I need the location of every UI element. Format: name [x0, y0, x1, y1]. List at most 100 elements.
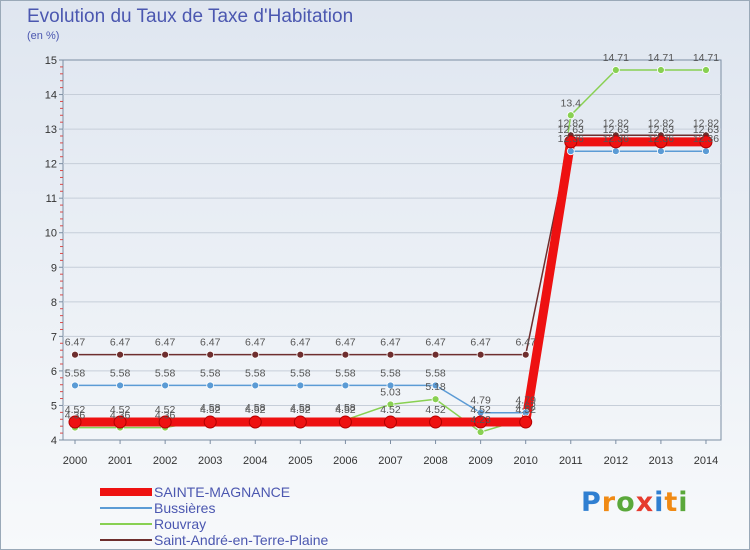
- legend-swatch: [100, 488, 152, 496]
- x-tick-label: 2004: [243, 455, 267, 467]
- logo-letter: t: [664, 487, 679, 518]
- data-point: [566, 147, 575, 156]
- series-line-3: [74, 134, 707, 356]
- data-point: [521, 350, 530, 359]
- legend-swatch: [100, 523, 152, 525]
- data-point: [519, 415, 533, 429]
- data-point: [476, 350, 485, 359]
- x-tick-label: 2014: [694, 455, 718, 467]
- x-tick-label: 2011: [559, 455, 583, 467]
- data-label: 6.47: [200, 337, 221, 349]
- y-tick-label: 11: [46, 193, 57, 205]
- data-point: [476, 428, 485, 436]
- data-point: [203, 415, 217, 429]
- data-label: 12.63: [603, 124, 629, 136]
- data-label: 4.52: [200, 404, 221, 416]
- legend-swatch: [100, 507, 152, 509]
- proxiti-logo: Proxiti: [581, 487, 689, 518]
- y-axis-unit: (en %): [27, 30, 60, 42]
- data-label: 4.52: [335, 404, 356, 416]
- legend-label: Saint-André-en-Terre-Plaine: [154, 532, 329, 548]
- data-label: 4.36: [110, 410, 131, 422]
- data-point: [68, 415, 82, 429]
- data-label: 5.58: [335, 367, 356, 379]
- data-point: [251, 381, 260, 390]
- data-label: 4.52: [110, 404, 131, 416]
- logo-letter: i: [678, 487, 689, 518]
- data-point: [564, 135, 578, 149]
- data-point: [386, 400, 395, 409]
- data-point: [341, 381, 350, 390]
- data-label: 4.58: [245, 402, 266, 414]
- data-point: [611, 66, 620, 74]
- data-point: [386, 381, 395, 390]
- data-label: 6.47: [110, 337, 131, 349]
- data-point: [702, 147, 710, 156]
- data-label: 12.63: [648, 124, 674, 136]
- legend-label: Rouvray: [154, 516, 207, 532]
- data-point: [161, 350, 170, 359]
- plot-area: [62, 59, 722, 441]
- data-label: 12.82: [603, 117, 629, 129]
- logo-letter: P: [581, 487, 602, 518]
- data-label: 5.58: [380, 367, 401, 379]
- data-label: 5.18: [425, 381, 446, 393]
- data-point: [71, 381, 79, 390]
- data-label: 4.52: [155, 404, 176, 416]
- data-label: 14.71: [603, 52, 629, 64]
- y-tick-label: 13: [45, 124, 57, 136]
- data-label: 4.58: [335, 402, 356, 414]
- data-point: [386, 350, 395, 359]
- legend-item: SAINTE-MAGNANCE: [100, 484, 400, 500]
- data-point: [338, 415, 352, 429]
- legend-item: Bussières: [100, 500, 400, 516]
- data-label: 5.58: [155, 367, 176, 379]
- y-tick-label: 8: [51, 297, 57, 309]
- data-label: 4.52: [290, 404, 311, 416]
- x-tick-label: 2010: [513, 455, 537, 467]
- x-tick-label: 2003: [198, 455, 222, 467]
- data-label: 4.36: [155, 410, 176, 422]
- data-label: 6.47: [335, 337, 356, 349]
- legend-label: Bussières: [154, 500, 216, 516]
- data-label: 4.36: [65, 410, 86, 422]
- data-point: [116, 350, 124, 359]
- data-label: 6.47: [65, 337, 86, 349]
- data-label: 12.82: [558, 117, 584, 129]
- data-point: [161, 381, 170, 390]
- data-point: [566, 111, 575, 120]
- data-label: 4.52: [515, 404, 536, 416]
- data-point: [702, 66, 710, 74]
- x-tick-label: 2007: [378, 455, 402, 467]
- data-label: 6.47: [515, 337, 536, 349]
- data-label: 12.82: [648, 117, 674, 129]
- data-label: 4.52: [245, 404, 266, 416]
- data-point: [116, 381, 124, 390]
- data-point: [431, 350, 440, 359]
- data-label: 4.52: [65, 404, 86, 416]
- data-point: [293, 415, 307, 429]
- data-label: 4.58: [290, 402, 311, 414]
- data-label: 4.52: [425, 404, 446, 416]
- logo-letter: i: [654, 487, 665, 518]
- data-point: [206, 350, 215, 359]
- data-label: 5.58: [425, 367, 446, 379]
- data-point: [429, 415, 443, 429]
- data-point: [431, 395, 440, 404]
- data-label: 6.47: [245, 337, 266, 349]
- data-point: [341, 350, 350, 359]
- data-label: 5.03: [380, 386, 401, 398]
- data-label: 5.58: [65, 367, 86, 379]
- logo-letter: r: [601, 487, 617, 518]
- logo-letter: x: [635, 487, 655, 518]
- data-label: 4.52: [470, 404, 491, 416]
- data-label: 4.79: [470, 395, 491, 407]
- legend-swatch: [100, 539, 152, 541]
- data-point: [699, 135, 713, 149]
- data-label: 6.47: [470, 337, 491, 349]
- data-label: 4.58: [200, 402, 221, 414]
- data-label: 4.62: [515, 401, 536, 413]
- x-tick-label: 2008: [423, 455, 447, 467]
- data-label: 6.47: [290, 337, 311, 349]
